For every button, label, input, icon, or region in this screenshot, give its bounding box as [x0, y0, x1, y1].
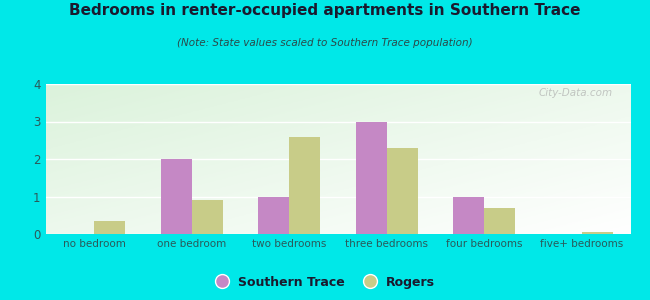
Bar: [161, 159, 192, 234]
Bar: [356, 122, 387, 234]
Text: (Note: State values scaled to Southern Trace population): (Note: State values scaled to Southern T…: [177, 38, 473, 47]
Bar: [258, 196, 289, 234]
Text: City-Data.com: City-Data.com: [539, 88, 613, 98]
Text: Bedrooms in renter-occupied apartments in Southern Trace: Bedrooms in renter-occupied apartments i…: [70, 3, 580, 18]
Bar: [289, 136, 320, 234]
Legend: Southern Trace, Rogers: Southern Trace, Rogers: [210, 271, 440, 294]
Bar: [582, 232, 613, 234]
Bar: [94, 221, 125, 234]
Bar: [484, 208, 515, 234]
Bar: [387, 148, 418, 234]
Bar: [453, 196, 484, 234]
Bar: [192, 200, 223, 234]
